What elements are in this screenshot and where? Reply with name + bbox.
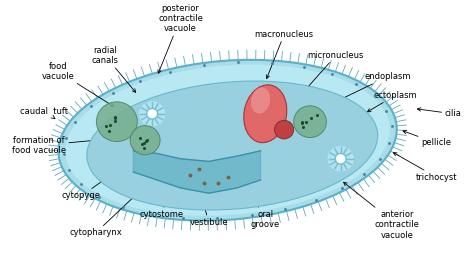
Text: formation of
food vacuole: formation of food vacuole xyxy=(12,136,120,155)
Ellipse shape xyxy=(87,81,378,210)
Circle shape xyxy=(130,126,160,155)
Text: endoplasm: endoplasm xyxy=(325,72,411,107)
Ellipse shape xyxy=(244,85,287,143)
Text: cytopharynx: cytopharynx xyxy=(69,180,152,237)
Text: cytopyge: cytopyge xyxy=(62,166,123,200)
Ellipse shape xyxy=(251,87,270,114)
Text: anterior
contractile
vacuole: anterior contractile vacuole xyxy=(344,182,419,240)
Text: caudal  tuft: caudal tuft xyxy=(20,107,68,119)
Polygon shape xyxy=(133,151,261,193)
Text: pellicle: pellicle xyxy=(403,130,451,147)
Text: micronucleus: micronucleus xyxy=(287,51,364,111)
Circle shape xyxy=(328,146,354,172)
Text: posterior
contractile
vacuole: posterior contractile vacuole xyxy=(158,4,203,73)
Text: vestibule: vestibule xyxy=(190,192,228,227)
Ellipse shape xyxy=(65,65,390,216)
Circle shape xyxy=(147,109,158,119)
Text: oral
groove: oral groove xyxy=(248,189,280,229)
Circle shape xyxy=(139,101,165,127)
Text: cilia: cilia xyxy=(418,108,461,118)
Circle shape xyxy=(274,120,294,139)
Circle shape xyxy=(294,106,327,138)
Text: ectoplasm: ectoplasm xyxy=(367,91,417,112)
Text: macronucleus: macronucleus xyxy=(255,30,314,79)
Text: radial
canals: radial canals xyxy=(91,46,136,92)
Text: food
vacuole: food vacuole xyxy=(42,62,114,107)
Circle shape xyxy=(335,153,346,164)
Circle shape xyxy=(96,102,137,142)
Text: trichocyst: trichocyst xyxy=(393,153,457,182)
Text: cytostome: cytostome xyxy=(139,186,183,219)
Ellipse shape xyxy=(58,60,397,221)
